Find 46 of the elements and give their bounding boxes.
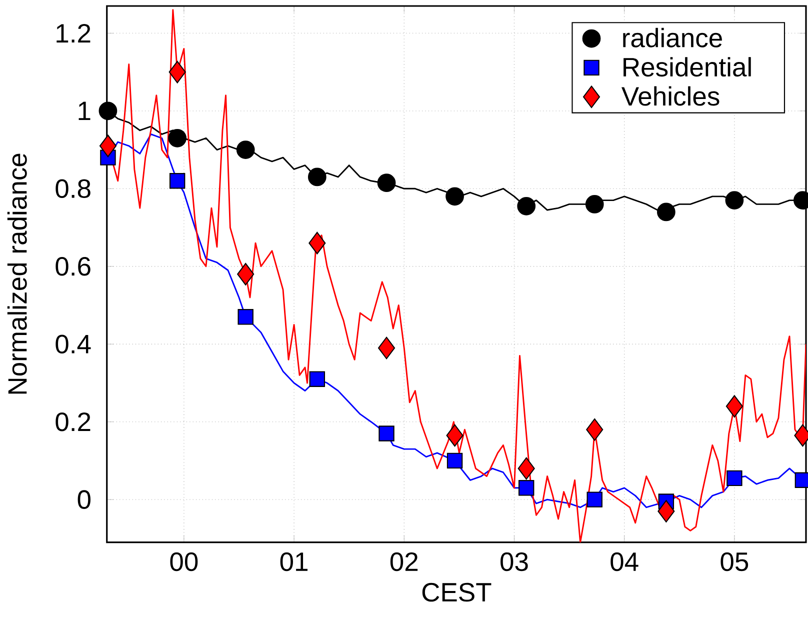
legend-label: radiance <box>623 28 722 48</box>
point <box>237 262 254 286</box>
point <box>168 128 187 148</box>
y-tick-label: 0.2 <box>56 412 90 432</box>
x-tick-label: 00 <box>170 552 198 572</box>
point <box>168 60 186 84</box>
point <box>378 336 396 360</box>
point <box>446 187 464 206</box>
point <box>726 395 743 418</box>
point <box>725 191 744 210</box>
point <box>518 480 534 496</box>
x-tick-label: 02 <box>390 552 418 572</box>
y-tick-label: 0 <box>78 490 90 509</box>
point <box>308 168 326 186</box>
point <box>726 470 742 486</box>
y-tick-label: 0.8 <box>56 179 90 198</box>
point <box>169 172 186 189</box>
y-tick-label: 0.4 <box>56 334 91 354</box>
point <box>309 371 326 387</box>
legend-label: Residential <box>624 56 751 76</box>
legend-label: Vehicles <box>622 86 720 106</box>
point <box>446 452 463 468</box>
y-tick-label: 1 <box>78 102 90 120</box>
y-tick-label: 1.2 <box>56 24 90 42</box>
point <box>99 134 116 157</box>
point <box>586 492 602 508</box>
point <box>656 202 676 222</box>
point <box>446 424 464 447</box>
point <box>378 426 394 442</box>
y-axis-title: Normalized radiance <box>7 154 27 394</box>
point <box>236 140 255 159</box>
point <box>585 194 604 214</box>
point <box>98 102 118 120</box>
x-tick-label: 04 <box>610 552 638 572</box>
point <box>518 457 535 480</box>
x-tick-label: 01 <box>280 552 308 572</box>
point <box>517 196 536 216</box>
point <box>308 232 326 254</box>
point <box>238 308 254 325</box>
x-tick-label: 05 <box>720 552 748 572</box>
x-axis-title: CEST <box>422 582 492 602</box>
y-tick-label: 0.6 <box>56 256 90 276</box>
point <box>658 500 675 522</box>
x-tick-label: 03 <box>500 552 528 572</box>
point <box>377 174 396 192</box>
point <box>586 418 604 441</box>
